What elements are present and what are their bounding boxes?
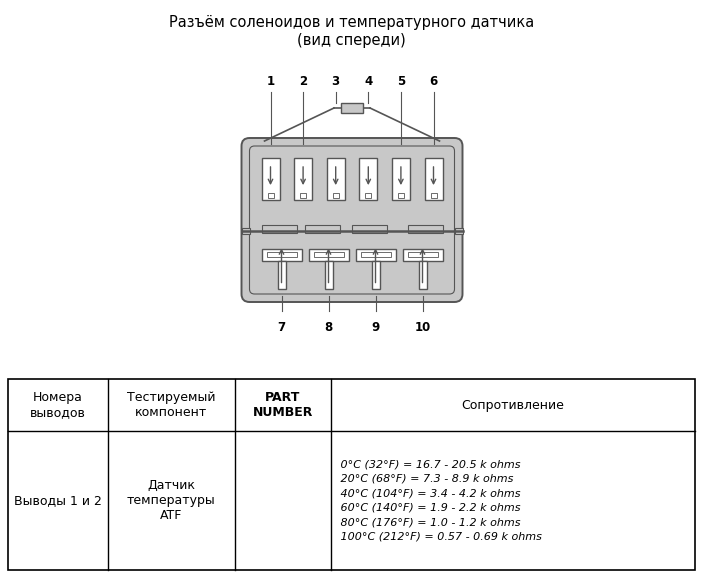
Text: Разъём соленоидов и температурного датчика: Разъём соленоидов и температурного датчи… <box>169 14 534 29</box>
FancyBboxPatch shape <box>242 138 463 302</box>
Bar <box>371 261 380 289</box>
Bar <box>356 250 396 261</box>
Bar <box>304 225 340 233</box>
Text: 0°C (32°F) = 16.7 - 20.5 k ohms
 20°C (68°F) = 7.3 - 8.9 k ohms
 40°C (104°F) = : 0°C (32°F) = 16.7 - 20.5 k ohms 20°C (68… <box>337 460 542 541</box>
Text: Сопротивление: Сопротивление <box>461 398 565 412</box>
Text: 5: 5 <box>396 75 405 88</box>
Bar <box>242 228 250 234</box>
Text: Номера
выводов: Номера выводов <box>30 391 86 419</box>
Bar <box>300 193 306 198</box>
Bar <box>425 158 442 200</box>
Bar <box>341 103 363 113</box>
Bar <box>418 261 427 289</box>
Bar <box>266 253 297 258</box>
Text: Тестируемый
компонент: Тестируемый компонент <box>127 391 215 419</box>
Bar <box>408 253 437 258</box>
Bar <box>361 253 390 258</box>
Text: 4: 4 <box>364 75 373 88</box>
Text: 8: 8 <box>324 321 333 334</box>
Bar <box>325 261 333 289</box>
Bar <box>314 253 344 258</box>
Bar <box>262 225 297 233</box>
Bar <box>430 193 437 198</box>
Text: 3: 3 <box>332 75 340 88</box>
Bar <box>262 158 280 200</box>
Bar <box>309 250 349 261</box>
Bar <box>352 225 387 233</box>
Bar <box>408 225 442 233</box>
Text: 2: 2 <box>299 75 307 88</box>
Bar <box>366 193 371 198</box>
Text: 1: 1 <box>266 75 275 88</box>
Bar <box>398 193 404 198</box>
Bar <box>262 250 302 261</box>
Text: 6: 6 <box>430 75 438 88</box>
Bar <box>392 158 410 200</box>
Text: 10: 10 <box>414 321 431 334</box>
Bar <box>359 158 378 200</box>
Text: 9: 9 <box>371 321 380 334</box>
Bar <box>455 228 463 234</box>
Text: 7: 7 <box>278 321 285 334</box>
Bar <box>333 193 339 198</box>
Bar <box>294 158 312 200</box>
Bar <box>8 379 695 570</box>
Text: Датчик
температуры
ATF: Датчик температуры ATF <box>127 479 216 522</box>
Bar <box>403 250 442 261</box>
Bar <box>278 261 285 289</box>
Text: Выводы 1 и 2: Выводы 1 и 2 <box>14 494 102 507</box>
Bar <box>268 193 273 198</box>
Text: PART
NUMBER: PART NUMBER <box>252 391 313 419</box>
Bar <box>327 158 344 200</box>
Text: (вид спереди): (вид спереди) <box>297 33 406 48</box>
